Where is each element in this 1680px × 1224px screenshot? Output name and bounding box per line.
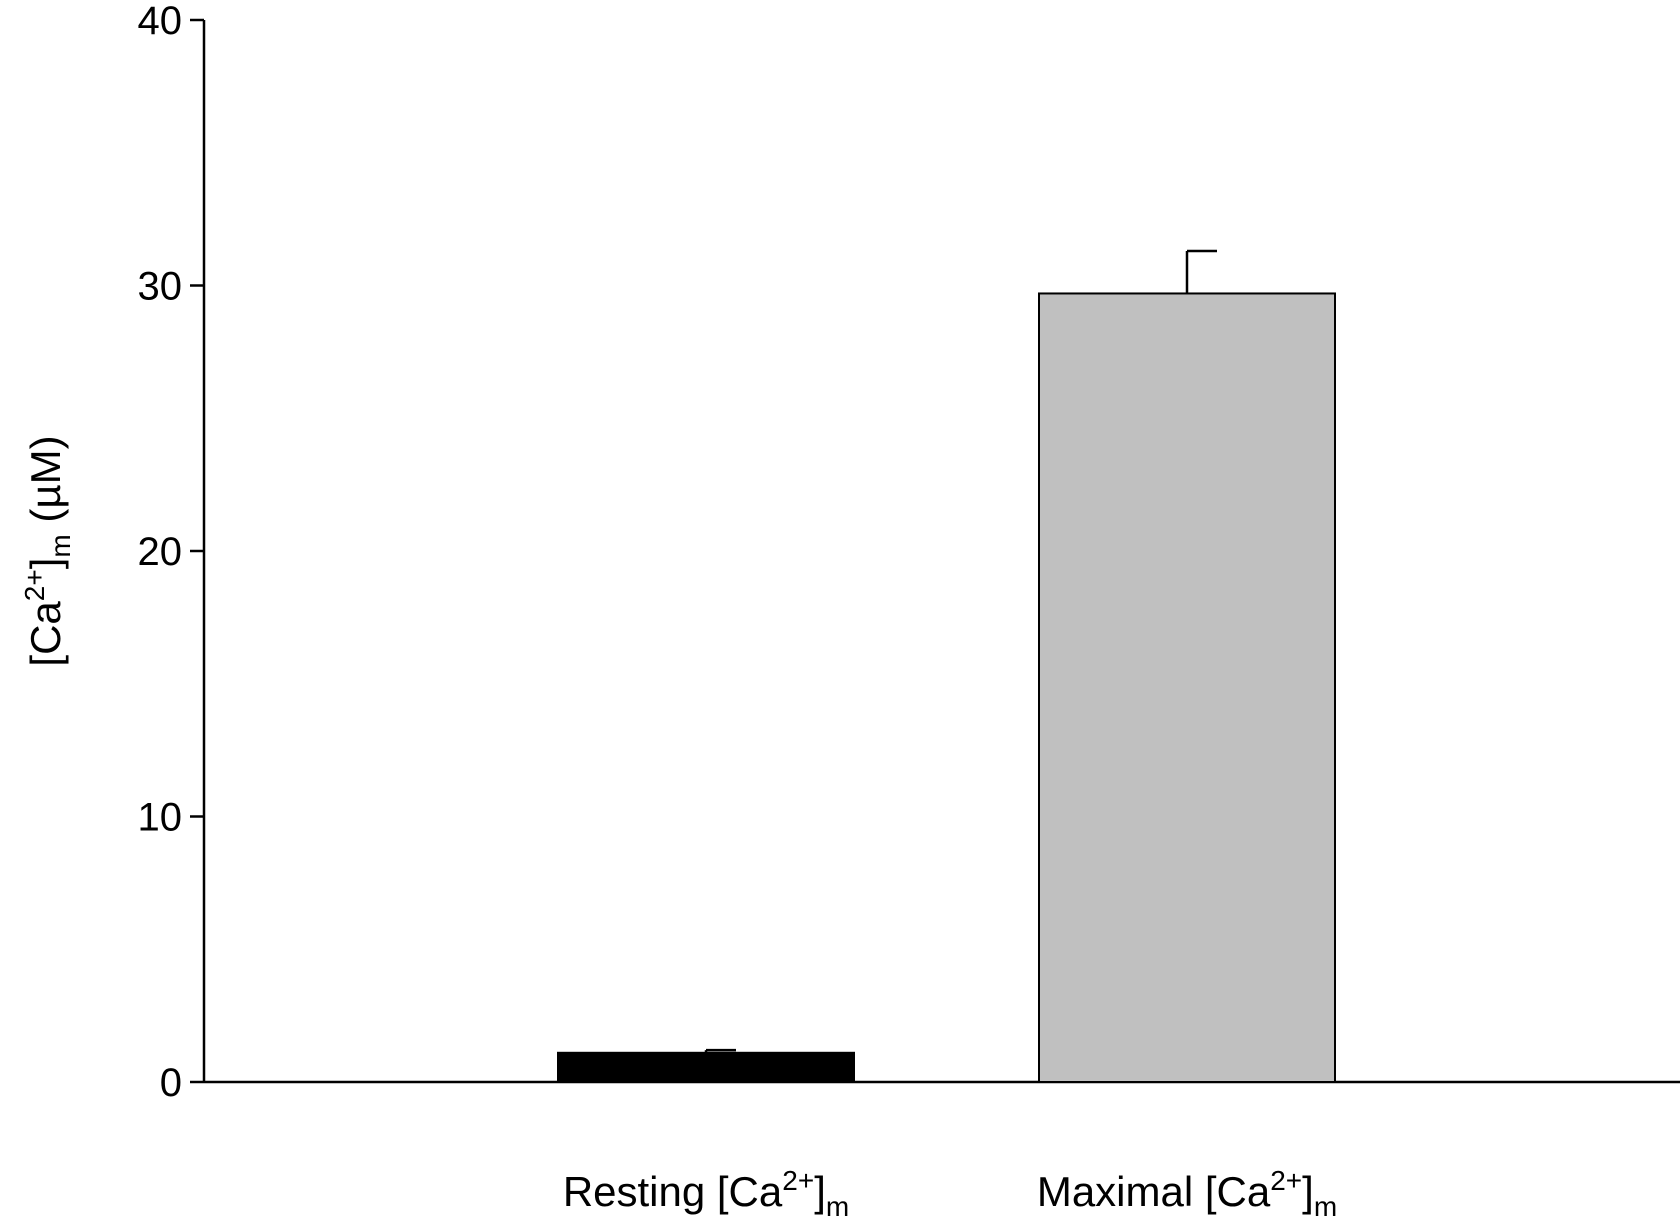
x-tick-label-1-sup: 2+ (1270, 1165, 1302, 1196)
y-tick-label-4: 40 (138, 0, 183, 43)
y-axis-label-sup: 2+ (19, 569, 50, 601)
x-tick-label-0: Resting [Ca2+]m (563, 1165, 849, 1222)
y-ticks: 0 10 20 30 40 (138, 0, 204, 1105)
y-axis-label-close: ] (22, 558, 69, 570)
x-tick-label-0-prefix: Resting [Ca (563, 1168, 783, 1215)
x-tick-label-0-close: ] (814, 1168, 826, 1215)
x-tick-labels: Resting [Ca2+]m Maximal [Ca2+]m (563, 1165, 1337, 1222)
x-tick-label-1: Maximal [Ca2+]m (1037, 1165, 1337, 1222)
bar-0 (557, 1051, 855, 1084)
bars (557, 292, 1336, 1084)
x-tick-label-1-close: ] (1302, 1168, 1314, 1215)
x-tick-label-1-prefix: Maximal [Ca (1037, 1168, 1271, 1215)
y-tick-label-0: 0 (160, 1061, 182, 1105)
y-tick-label-1: 10 (138, 796, 183, 840)
y-tick-label-3: 30 (138, 265, 183, 309)
y-tick-label-2: 20 (138, 530, 183, 574)
x-tick-label-1-sub: m (1314, 1191, 1337, 1222)
y-axis-label-prefix: [Ca (22, 601, 69, 667)
axes (202, 20, 1680, 1084)
x-tick-label-0-sup: 2+ (782, 1165, 814, 1196)
y-axis-label-sub: m (45, 534, 76, 557)
y-axis-label: [Ca2+]m (µM) (19, 435, 76, 666)
y-axis-label-suffix: (µM) (22, 435, 69, 534)
bar-1 (1038, 292, 1336, 1083)
error-bars (704, 249, 1217, 1053)
x-tick-label-0-sub: m (826, 1191, 849, 1222)
